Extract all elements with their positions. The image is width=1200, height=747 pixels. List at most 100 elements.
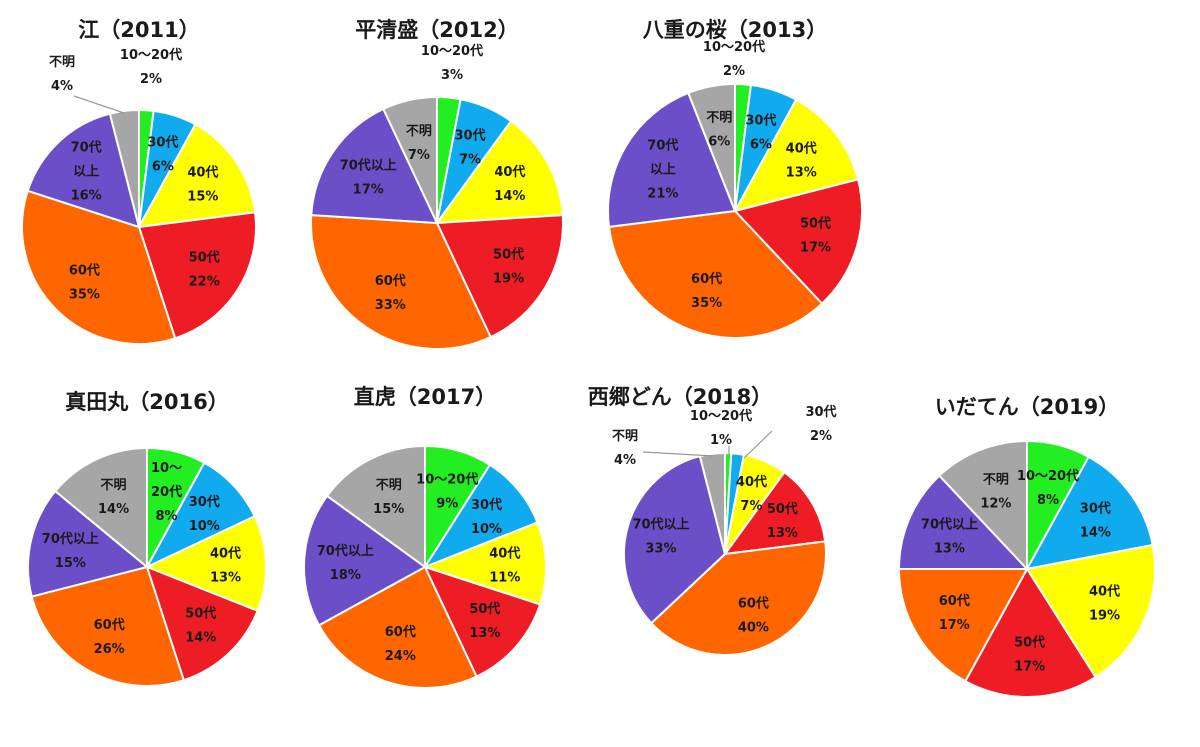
slice-label: 40代 15% <box>187 165 218 205</box>
pie-chart-6: 西郷どん（2018）10〜20代 1% 30代 2% 40代 7% 50代 13% 60代 40%… <box>588 385 837 656</box>
slice-label-line: 40代 <box>1089 584 1120 600</box>
slice-label-line: 16% <box>71 189 102 204</box>
slice-label: 10〜20代 9% <box>416 471 478 511</box>
slice-label: 70代以上 17% <box>340 157 397 197</box>
pie-slice <box>382 95 438 224</box>
slice-label-line: 40代 <box>494 164 525 180</box>
slice-label-line: 60代 <box>375 273 406 289</box>
slice-label: 10〜20代 1% <box>690 408 752 448</box>
slice-label-line: 33% <box>375 298 406 313</box>
slice-label-line: 17% <box>800 240 831 255</box>
pie-chart-4: 真田丸（2016） 10〜 20代 8% 30代 10% 40代 13% 50代 14% 60代 26… <box>27 390 267 687</box>
pie-slice <box>317 565 478 689</box>
pie-slice <box>144 514 267 613</box>
slice-label-line: 40代 <box>736 474 767 490</box>
pie-slice <box>698 451 726 555</box>
pie-slice <box>607 91 737 229</box>
slice-label-line: 33% <box>645 541 676 556</box>
slice-label-line: 15% <box>373 502 404 517</box>
pie-slice <box>897 568 1029 683</box>
pie-slice <box>108 108 140 228</box>
slice-label-line: 11% <box>489 570 520 585</box>
slice-label-line: 13% <box>767 526 798 541</box>
slice-label: 50代 19% <box>493 246 524 286</box>
slice-label: 70代以上 13% <box>921 516 978 556</box>
slice-label-line: 21% <box>647 186 678 201</box>
pie-chart-5: 直虎（2017） 10〜20代 9% 30代 10% 40代 11% 50代 13% 60代 24%… <box>303 385 547 689</box>
slice-label-line: 10% <box>471 522 502 537</box>
slice-label-line: 30代 <box>454 128 485 144</box>
slice-label: 60代 35% <box>69 263 100 303</box>
slice-label-line: 26% <box>94 642 125 657</box>
slice-label-line: 不明 <box>706 111 732 126</box>
pie-slice <box>137 123 257 229</box>
slice-label-line: 15% <box>55 556 86 571</box>
slice-label-line: 13% <box>786 166 817 181</box>
slice-label-line: 不明 <box>983 472 1009 487</box>
slice-label-line: 40代 <box>786 141 817 157</box>
slice-label-line: 50代 <box>185 605 216 621</box>
slice-label-line: 70代以上 <box>340 157 397 173</box>
slice-label-line: 4% <box>614 453 636 468</box>
slice-label: 10〜20代 3% <box>421 43 483 83</box>
slice-label-line: 6% <box>750 137 772 152</box>
pie-chart-7: いだてん（2019） 10〜20代 8% 30代 14% 40代 19% 50代 17% 60代 1… <box>897 395 1156 698</box>
slice-label-line: 40% <box>738 620 769 635</box>
slice-label-line: 50代 <box>469 601 500 617</box>
pie-slice <box>144 461 257 570</box>
slice-label-line: 12% <box>980 496 1011 511</box>
slice-label-line: 60代 <box>738 595 769 611</box>
pie-chart-3: 八重の桜（2013）10〜20代 2% 30代 6% 40代 13% 50代 17% 60代 35… <box>607 18 863 339</box>
slice-label-line: 70代以上 <box>921 516 978 532</box>
pie-slice <box>733 98 860 213</box>
slice-label: 40代 14% <box>494 164 525 204</box>
slice-label: 10〜20代 2% <box>120 47 182 87</box>
slice-label: 不明 15% <box>373 478 404 517</box>
slice-label: 30代 7% <box>454 128 485 168</box>
chart-title: 直虎（2017） <box>354 385 496 409</box>
slice-label: 30代 10% <box>189 494 220 534</box>
slice-label: 30代 14% <box>1080 500 1111 540</box>
slice-label: 不明 12% <box>980 472 1011 511</box>
slice-label-line: 50代 <box>800 215 831 231</box>
slice-label-line: 15% <box>187 190 218 205</box>
slice-label: 70代以上 18% <box>317 543 374 583</box>
slice-label: 50代 13% <box>469 601 500 641</box>
slice-label-line: 60代 <box>94 617 125 633</box>
chart-title: いだてん（2019） <box>935 395 1119 419</box>
slice-label: 40代 13% <box>786 141 817 181</box>
label-leader-line <box>743 430 773 459</box>
slice-label-line: 22% <box>189 274 220 289</box>
slice-label-line: 60代 <box>939 593 970 609</box>
slice-label: 不明 6% <box>706 111 732 150</box>
slice-label-line: 10〜 <box>151 461 182 476</box>
slice-label-line: 1% <box>710 433 732 448</box>
slice-label-line: 50代 <box>1014 634 1045 650</box>
pie-chart-1: 江（2011） 10〜20代 2% 30代 6% 40代 15% 50代 22% 60代 35% 70… <box>21 18 257 345</box>
slice-label-line: 10〜20代 <box>120 47 182 63</box>
slice-label-line: 30代 <box>147 135 178 151</box>
pie-slice <box>137 211 257 340</box>
slice-label-line: 50代 <box>767 501 798 517</box>
pie-slice <box>21 189 177 345</box>
chart-title: 江（2011） <box>78 18 199 42</box>
pie-slice <box>649 540 827 656</box>
slice-label-line: 14% <box>98 502 129 517</box>
pie-slice <box>1025 543 1156 679</box>
chart-title: 八重の桜（2013） <box>643 18 827 42</box>
slice-label: 40代 11% <box>489 545 520 585</box>
slice-label-line: 30代 <box>805 404 836 420</box>
slice-label-line: 2% <box>723 64 745 79</box>
slice-label-line: 不明 <box>49 55 75 70</box>
slice-label-line: 7% <box>740 499 762 514</box>
slice-label-line: 17% <box>939 618 970 633</box>
slice-label-line: 7% <box>459 153 481 168</box>
slice-label-line: 不明 <box>612 429 638 444</box>
pie-slice <box>435 214 564 339</box>
pie-slice <box>303 494 427 627</box>
pie-slice <box>422 521 547 606</box>
slice-label: 40代 19% <box>1089 584 1120 624</box>
slice-label: 50代 17% <box>1014 634 1045 674</box>
slice-label-line: 7% <box>408 148 430 163</box>
